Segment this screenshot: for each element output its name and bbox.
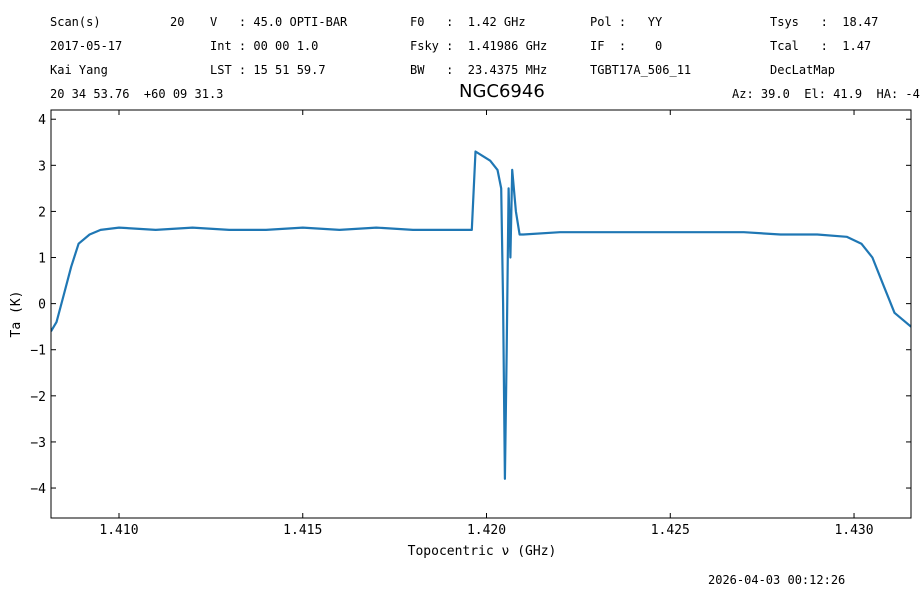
header-bw: BW : 23.4375 MHz [410,63,548,77]
x-tick-label: 1.415 [283,523,322,538]
y-tick-label: 1 [38,252,46,267]
x-axis-label: Topocentric ν (GHz) [408,544,557,559]
y-tick-label: 0 [38,298,46,313]
y-axis-label: Ta (K) [9,291,24,338]
header-coords: 20 34 53.76 +60 09 31.3 [50,87,224,101]
series-line-0 [51,150,911,480]
x-tick-label: 1.430 [834,523,873,538]
header-velocity: V : 45.0 OPTI-BAR [210,15,348,29]
header-pol: Pol : YY [590,15,663,29]
header-scan-number: 20 [170,15,185,29]
y-tick-label: −2 [30,390,46,405]
header-procedure: DecLatMap [770,63,836,77]
header-fsky: Fsky : 1.41986 GHz [410,39,548,53]
y-tick-label: 4 [38,113,46,128]
y-tick-label: −1 [30,344,46,359]
header-tcal: Tcal : 1.47 [770,39,872,53]
header-f0: F0 : 1.42 GHz [410,15,526,29]
x-tick-label: 1.425 [651,523,690,538]
plot-frame [50,109,912,519]
header-date: 2017-05-17 [50,39,123,53]
y-tick-label: 3 [38,159,46,174]
header-lst: LST : 15 51 59.7 [210,63,326,77]
header-if: IF : 0 [590,39,663,53]
header-integration: Int : 00 00 1.0 [210,39,319,53]
footer-timestamp: 2026-04-03 00:12:26 [708,573,846,587]
chart-title: NGC6946 [459,81,545,102]
x-tick-label: 1.410 [99,523,138,538]
y-tick-label: 2 [38,205,46,220]
header-tsys: Tsys : 18.47 [770,15,879,29]
header-scan-label: Scan(s) [50,15,101,29]
header-azel: Az: 39.0 El: 41.9 HA: -4 [732,87,920,101]
header-project: TGBT17A_506_11 [590,63,692,77]
y-tick-label: −4 [30,482,46,497]
x-tick-label: 1.420 [467,523,506,538]
y-tick-label: −3 [30,436,46,451]
header-observer: Kai Yang [50,63,108,77]
